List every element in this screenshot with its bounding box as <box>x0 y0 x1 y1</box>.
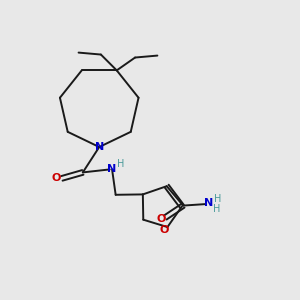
Text: H: H <box>214 194 222 204</box>
Text: N: N <box>107 164 117 174</box>
Text: N: N <box>204 198 213 208</box>
Text: N: N <box>94 142 104 152</box>
Text: H: H <box>117 159 125 169</box>
Text: O: O <box>156 214 166 224</box>
Text: O: O <box>52 173 61 183</box>
Text: O: O <box>159 225 169 235</box>
Text: H: H <box>213 204 220 214</box>
